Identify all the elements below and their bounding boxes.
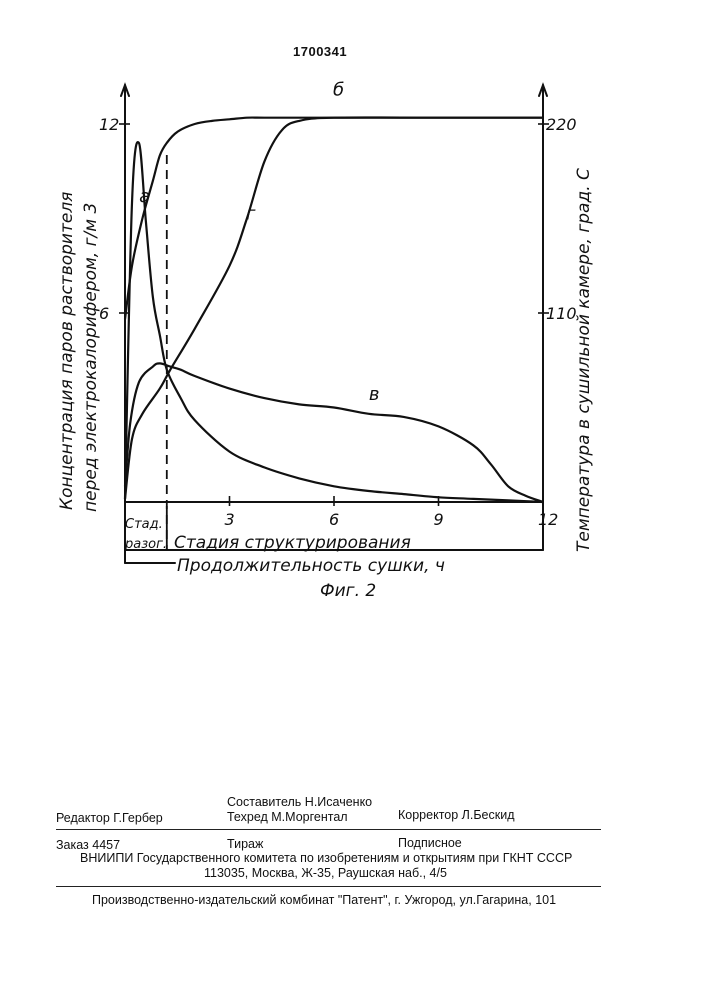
figure-caption: Фиг. 2 xyxy=(320,581,376,601)
corrector-line: Корректор Л.Бескид xyxy=(398,808,515,822)
institute-line: ВНИИПИ Государственного комитета по изоб… xyxy=(80,851,572,865)
imprint-rule-bottom xyxy=(56,886,601,887)
ylabel-left-line2: перед электрокалорифером, г/м 3 xyxy=(81,203,101,512)
curve-label-в: в xyxy=(369,384,380,405)
x-axis-label: Продолжительность сушки, ч xyxy=(177,556,445,576)
editor-line: Редактор Г.Гербер xyxy=(56,811,163,825)
y-right-tick-label: 110 xyxy=(546,304,577,323)
y-left-tick-label: 12 xyxy=(99,115,119,134)
stage-structuring-label: Стадия структурирования xyxy=(174,533,411,553)
x-tick-label: 3 xyxy=(225,510,235,529)
x-tick-label: 12 xyxy=(538,510,558,529)
imprint-rule-top xyxy=(56,829,601,830)
subscription-line: Подписное xyxy=(398,836,462,850)
curve-а xyxy=(125,142,543,502)
curve-б xyxy=(125,118,543,320)
axis-ticks xyxy=(119,124,549,506)
address-line: 113035, Москва, Ж-35, Раушская наб., 4/5 xyxy=(204,866,447,880)
circulation-line: Тираж xyxy=(227,837,263,851)
stage-heating-line1: Стад. xyxy=(125,517,163,532)
ylabel-right: Температура в сушильной камере, град. С xyxy=(574,168,594,552)
x-tick-label: 6 xyxy=(329,510,339,529)
curve-в xyxy=(125,363,543,502)
chart-frame xyxy=(121,85,547,563)
publisher-line: Производственно-издательский комбинат "П… xyxy=(92,893,556,907)
order-line: Заказ 4457 xyxy=(56,838,120,852)
y-left-tick-label: 6 xyxy=(99,304,109,323)
curve-г xyxy=(125,117,543,498)
curve-label-б: б xyxy=(333,80,344,101)
curve-label-г: г xyxy=(246,203,256,224)
stage-heating-line2: разог. xyxy=(124,537,167,552)
ylabel-left-line1: Концентрация паров растворителя xyxy=(57,192,77,510)
x-tick-label: 9 xyxy=(434,510,444,529)
compiler-line: Составитель Н.Исаченко xyxy=(227,795,372,809)
techred-line: Техред М.Моргентал xyxy=(227,810,348,824)
figure-2-chart: Концентрация паров растворителя перед эл… xyxy=(0,80,707,610)
chart-curves xyxy=(125,117,543,502)
chart-labels: Концентрация паров растворителя перед эл… xyxy=(57,80,594,601)
curve-label-а: а xyxy=(139,186,150,207)
y-right-tick-label: 220 xyxy=(546,115,577,134)
patent-number: 1700341 xyxy=(293,44,347,59)
